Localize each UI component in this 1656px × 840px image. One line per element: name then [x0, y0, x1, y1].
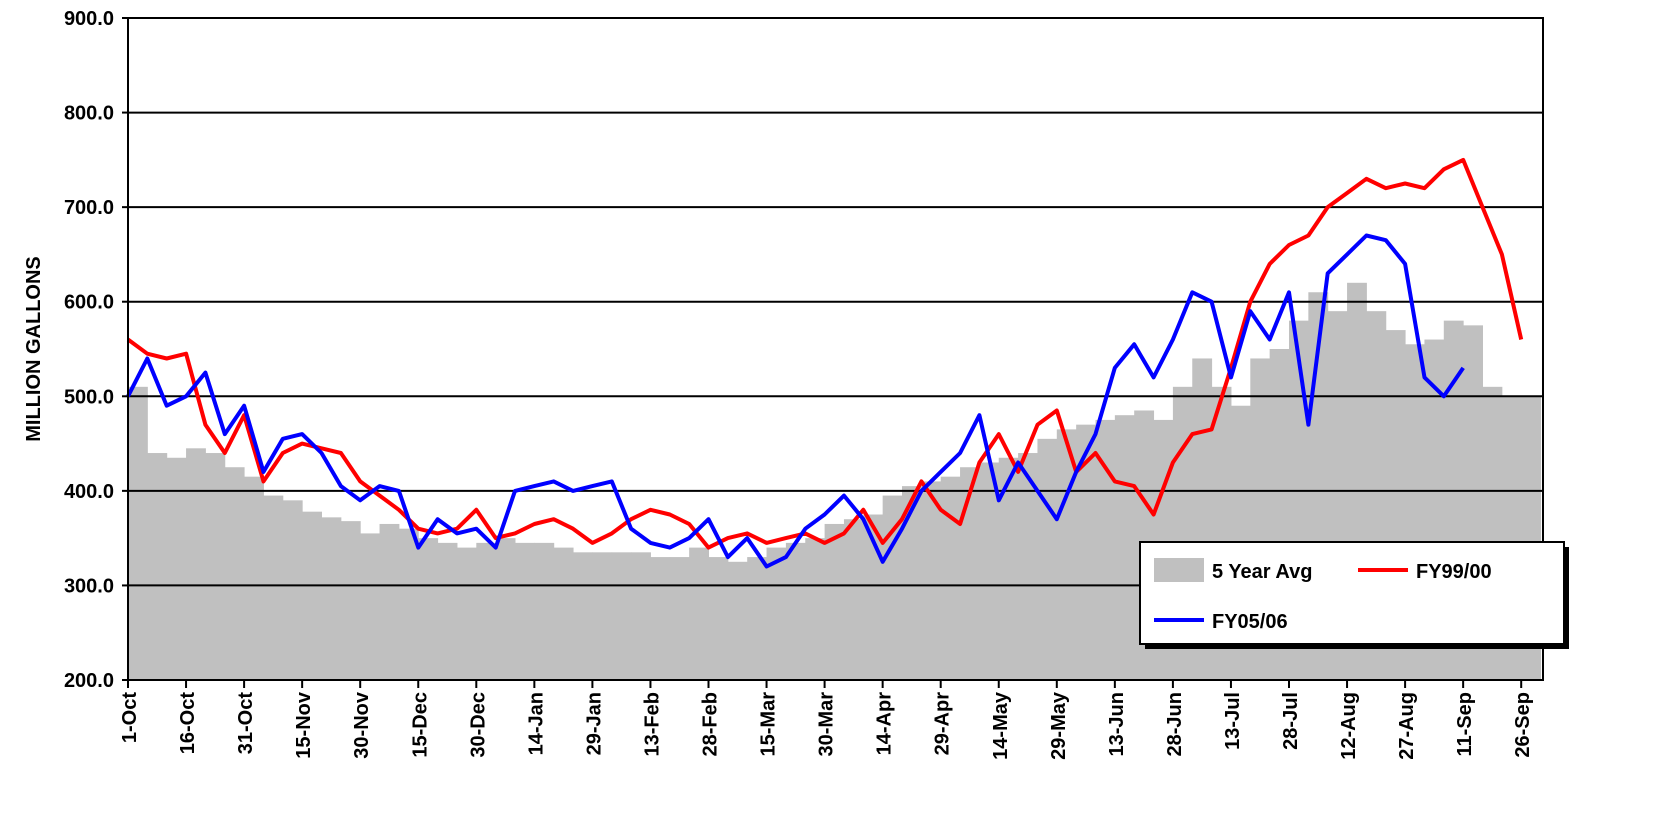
bar [186, 448, 206, 680]
x-tick-label: 13-Jul [1222, 692, 1244, 750]
x-tick-label: 14-May [990, 691, 1012, 760]
bar [998, 457, 1019, 680]
x-tick-label: 15-Nov [293, 691, 315, 759]
x-tick-label: 12-Aug [1338, 692, 1360, 760]
x-tick-label: 31-Oct [235, 692, 257, 755]
bar [456, 547, 477, 680]
bar [805, 538, 826, 680]
y-tick-label: 600.0 [64, 292, 114, 314]
bar [398, 528, 419, 680]
bar [476, 542, 497, 680]
bar [882, 495, 903, 680]
bar [224, 467, 245, 680]
line [126, 233, 1465, 569]
x-tick-label: 13-Jun [1106, 692, 1128, 756]
x-tick-label: 13-Feb [641, 692, 663, 756]
bar [921, 481, 942, 680]
x-tick-label: 30-Dec [467, 692, 489, 758]
x-tick-label: 15-Mar [758, 692, 780, 757]
y-tick-label: 300.0 [64, 575, 114, 597]
line [126, 157, 1524, 550]
bar [689, 547, 709, 680]
bar [302, 511, 322, 680]
bar [824, 523, 845, 680]
y-tick-label: 500.0 [64, 386, 114, 408]
bar [263, 495, 284, 680]
bar [766, 547, 787, 680]
bar [534, 542, 555, 680]
x-tick-label: 29-Apr [932, 692, 954, 756]
x-tick-label: 11-Sep [1454, 692, 1476, 756]
y-tick-label: 200.0 [64, 670, 114, 692]
bar [727, 561, 748, 680]
x-tick-label: 28-Feb [700, 692, 722, 756]
x-tick-label: 28-Jul [1280, 692, 1302, 750]
bar [128, 386, 148, 680]
bar [843, 519, 864, 680]
bar [1114, 415, 1135, 680]
legend [1139, 541, 1565, 645]
bar [360, 533, 381, 680]
bar [960, 467, 980, 680]
x-tick-label: 1-Oct [119, 692, 141, 743]
bar [418, 538, 439, 680]
legend-label: FY05/06 [1212, 611, 1288, 633]
bar [553, 547, 574, 680]
legend-label: 5 Year Avg [1212, 561, 1312, 583]
x-tick-label: 26-Sep [1512, 692, 1534, 758]
bar [650, 557, 671, 680]
bar [340, 521, 361, 680]
bar [747, 557, 768, 680]
bar [244, 476, 264, 680]
bar [708, 557, 729, 680]
bar [902, 486, 922, 680]
bar [1095, 419, 1116, 680]
bar [940, 476, 961, 680]
x-tick-label: 29-May [1048, 691, 1070, 760]
x-tick-label: 27-Aug [1396, 692, 1418, 760]
bar [592, 552, 613, 680]
x-tick-label: 15-Dec [409, 692, 431, 758]
bar [147, 453, 168, 680]
bar [205, 453, 226, 680]
legend-swatch [1154, 558, 1204, 582]
plot-frame [127, 17, 1544, 681]
x-tick-label: 29-Jan [583, 692, 605, 755]
bar [979, 462, 1000, 680]
x-tick-label: 30-Mar [816, 692, 838, 757]
bar [515, 542, 535, 680]
x-tick-label: 30-Nov [351, 691, 373, 759]
x-tick-label: 14-Apr [874, 692, 896, 756]
y-axis-label: MILLION GALLONS [23, 256, 45, 442]
y-tick-label: 800.0 [64, 103, 114, 125]
y-tick-label: 700.0 [64, 197, 114, 219]
bar [166, 457, 187, 680]
x-tick-label: 14-Jan [525, 692, 547, 755]
x-tick-label: 28-Jun [1164, 692, 1186, 756]
bar [1056, 429, 1077, 680]
bar [495, 538, 516, 680]
bar [321, 517, 342, 680]
y-tick-label: 900.0 [64, 8, 114, 30]
bar [282, 500, 303, 680]
legend-label: FY99/00 [1416, 561, 1492, 583]
bar [785, 542, 806, 680]
bar [1037, 438, 1058, 680]
bar [631, 552, 651, 680]
bar [1018, 453, 1038, 680]
bar [379, 523, 400, 680]
x-tick-label: 16-Oct [177, 692, 199, 755]
y-tick-label: 400.0 [64, 481, 114, 503]
bar [437, 542, 458, 680]
bar [573, 552, 593, 680]
bar [611, 552, 632, 680]
bar [669, 557, 690, 680]
bar [1076, 424, 1096, 680]
